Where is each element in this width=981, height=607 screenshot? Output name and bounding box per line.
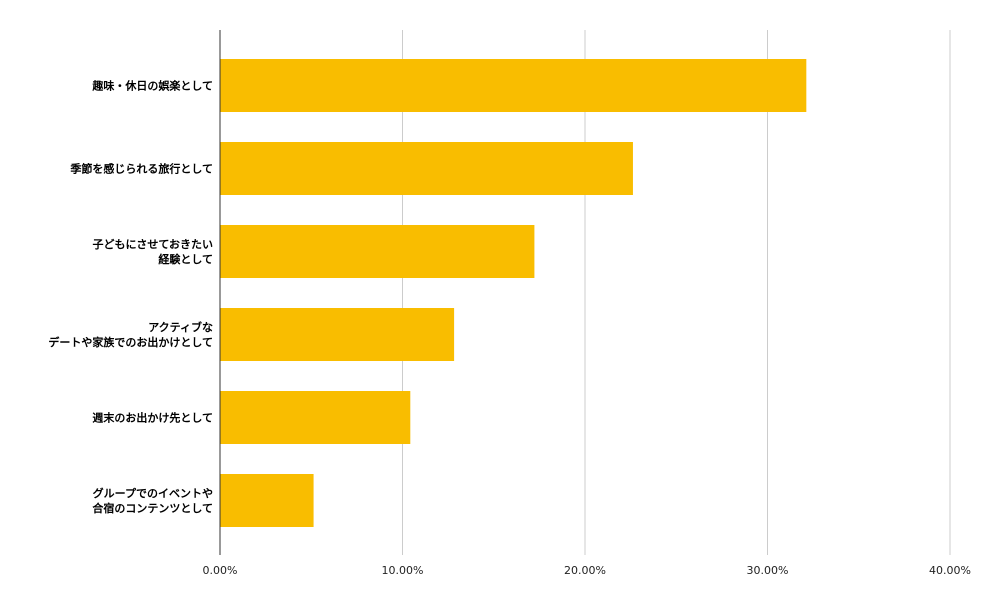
- bars-layer: [220, 59, 807, 527]
- category-label-line: 季節を感じられる旅行として: [69, 162, 213, 176]
- bar: [220, 308, 455, 361]
- bar: [220, 391, 411, 444]
- x-tick-label: 30.00%: [747, 564, 789, 577]
- bar: [220, 225, 535, 278]
- category-label: グループでのイベントや合宿のコンテンツとして: [92, 486, 213, 515]
- category-label: 趣味・休日の娯楽として: [91, 79, 213, 93]
- category-label: アクティブなデートや家族でのお出かけとして: [48, 320, 213, 349]
- tick-labels-layer: 0.00% 10.00% 20.00% 30.00% 40.00%: [203, 564, 971, 577]
- x-tick-label: 0.00%: [203, 564, 238, 577]
- category-label-line: 子どもにさせておきたい: [93, 238, 213, 251]
- bar: [220, 59, 807, 112]
- category-label-line: 週末のお出かけ先として: [92, 411, 213, 425]
- category-label-line: 合宿のコンテンツとして: [92, 501, 213, 515]
- category-labels-layer: 趣味・休日の娯楽として季節を感じられる旅行として子どもにさせておきたい経験として…: [48, 79, 213, 516]
- bar: [220, 142, 633, 195]
- x-tick-label: 40.00%: [929, 564, 971, 577]
- category-label: 週末のお出かけ先として: [92, 411, 213, 425]
- x-tick-label: 20.00%: [564, 564, 606, 577]
- x-tick-label: 10.00%: [382, 564, 424, 577]
- category-label-line: デートや家族でのお出かけとして: [48, 335, 213, 349]
- category-label: 子どもにさせておきたい経験として: [93, 238, 213, 266]
- category-label-line: 趣味・休日の娯楽として: [91, 79, 213, 93]
- bar: [220, 474, 314, 527]
- category-label-line: グループでのイベントや: [93, 486, 213, 500]
- category-label-line: アクティブな: [148, 320, 213, 334]
- category-label-line: 経験として: [158, 252, 213, 266]
- grid-layer: [219, 30, 951, 555]
- category-label: 季節を感じられる旅行として: [69, 162, 213, 176]
